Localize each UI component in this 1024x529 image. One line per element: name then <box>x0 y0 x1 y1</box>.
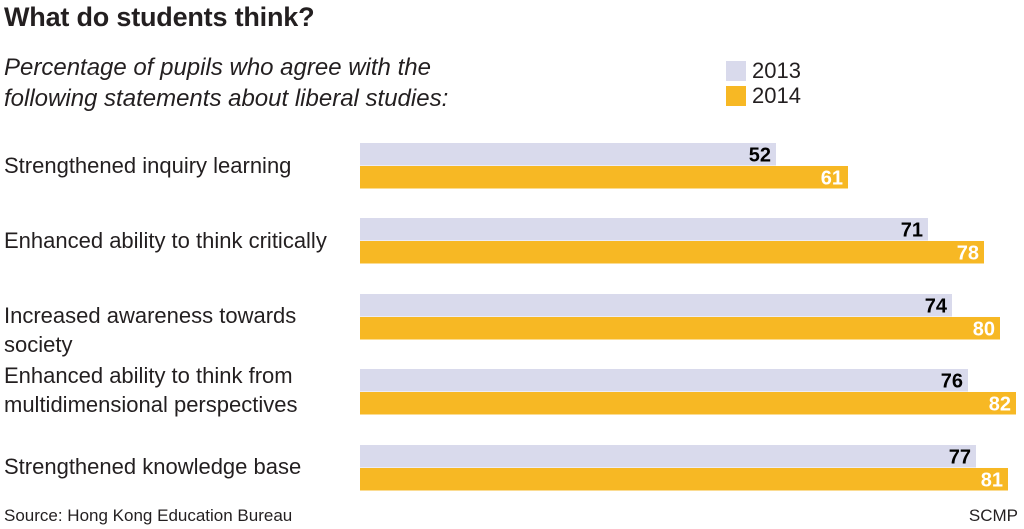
data-label-2013-knowledge-base: 77 <box>949 447 971 469</box>
data-label-2013-multidimensional: 76 <box>941 371 963 393</box>
legend-label-2013: 2013 <box>752 58 801 83</box>
legend-item-2013: 2013 <box>726 58 801 83</box>
chart-subtitle: Percentage of pupils who agree with the … <box>4 54 449 112</box>
bar-2013-awareness-society <box>360 294 952 317</box>
data-label-2014-think-critically: 78 <box>957 243 979 265</box>
category-label-inquiry-learning: Strengthened inquiry learning <box>4 153 292 178</box>
data-label-2013-think-critically: 71 <box>901 220 923 242</box>
chart-title: What do students think? <box>4 2 315 32</box>
bar-2013-think-critically <box>360 218 928 241</box>
legend-swatch-2013 <box>726 60 746 81</box>
category-label-awareness-society: Increased awareness towards society <box>4 303 297 357</box>
data-label-2014-awareness-society: 80 <box>973 319 995 341</box>
legend: 2013 2014 <box>726 58 801 108</box>
bar-2013-knowledge-base <box>360 445 976 468</box>
category-label-knowledge-base: Strengthened knowledge base <box>4 454 302 479</box>
data-label-2013-inquiry-learning: 52 <box>749 145 771 167</box>
source-note: Source: Hong Kong Education Bureau <box>4 506 293 525</box>
data-label-2014-multidimensional: 82 <box>989 394 1011 416</box>
bar-2014-awareness-society <box>360 317 1000 340</box>
bar-2014-multidimensional <box>360 392 1016 415</box>
bar-2014-think-critically <box>360 241 984 264</box>
bar-2013-inquiry-learning <box>360 143 776 166</box>
bar-2014-knowledge-base <box>360 468 1008 491</box>
legend-item-2014: 2014 <box>726 83 801 108</box>
data-label-2014-knowledge-base: 81 <box>981 470 1003 492</box>
bar-2014-inquiry-learning <box>360 166 848 189</box>
category-label-multidimensional: Enhanced ability to think from multidime… <box>4 363 298 417</box>
publisher-credit: SCMP <box>968 506 1018 525</box>
bar-2013-multidimensional <box>360 369 968 392</box>
legend-swatch-2014 <box>726 85 746 106</box>
category-label-think-critically: Enhanced ability to think critically <box>4 228 327 253</box>
data-label-2014-inquiry-learning: 61 <box>821 168 843 190</box>
legend-label-2014: 2014 <box>752 83 801 108</box>
data-label-2013-awareness-society: 74 <box>925 296 948 318</box>
